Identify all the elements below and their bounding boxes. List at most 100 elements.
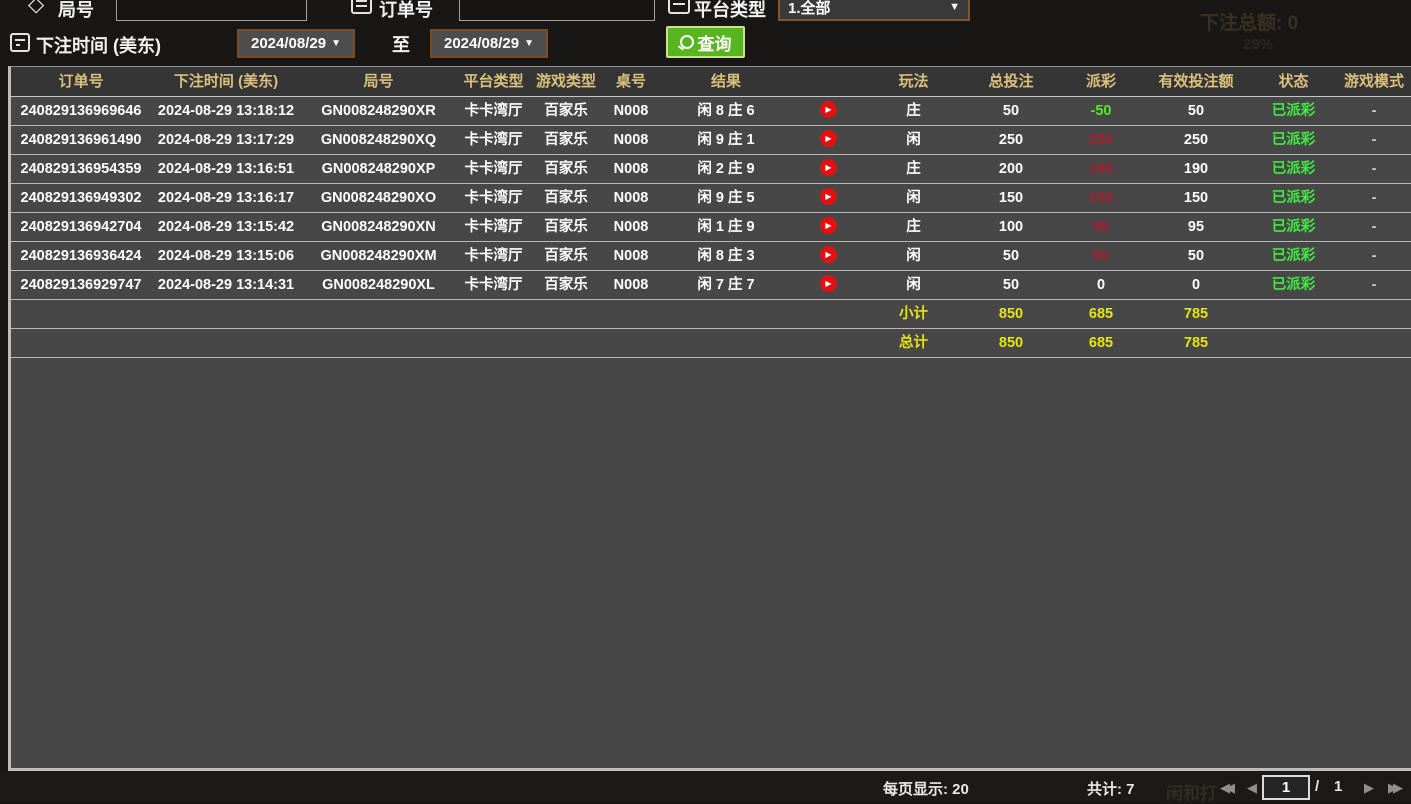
cell: 卡卡湾厅 — [464, 277, 523, 293]
column-header: 游戏类型 — [535, 73, 596, 90]
total-row-cell — [11, 329, 151, 357]
column-header: 平台类型 — [463, 73, 524, 90]
cell: 卡卡湾厅 — [464, 103, 523, 119]
cell: 0 — [1191, 277, 1201, 293]
cell: 150 — [1183, 190, 1209, 206]
prev-page-button[interactable]: ◀ — [1247, 780, 1257, 795]
replay-button[interactable]: ▶ — [820, 275, 837, 293]
cell: 95 — [1187, 219, 1205, 235]
cell: 已派彩 — [1271, 219, 1316, 235]
order-filter-input[interactable] — [459, 0, 655, 21]
cell: 2024-08-29 13:15:06 — [157, 248, 295, 264]
cell: 卡卡湾厅 — [464, 161, 523, 177]
replay-button[interactable]: ▶ — [820, 188, 837, 206]
column-header: 订单号 — [58, 73, 104, 90]
replay-button[interactable]: ▶ — [820, 246, 837, 264]
replay-button[interactable]: ▶ — [820, 217, 837, 235]
cell: 闲 8 庄 3 — [697, 248, 755, 264]
cell: 250 — [1183, 132, 1209, 148]
cell: ▶ — [791, 184, 866, 212]
cell: ▶ — [791, 126, 866, 154]
date-from-picker[interactable]: 2024/08/29 ▼ — [237, 29, 355, 58]
platform-filter-label: 平台类型 — [694, 0, 766, 20]
total-row-cell — [601, 329, 661, 357]
total-row-cell — [661, 329, 791, 357]
subtotal-row-cell — [791, 300, 866, 328]
cell: N008 — [613, 277, 649, 293]
cell: N008 — [613, 161, 649, 177]
cell: 190 — [1183, 161, 1209, 177]
subtotal-row-cell — [11, 300, 151, 328]
cell: ▶ — [791, 242, 866, 270]
table-header-row: 订单号 下注时间 (美东) 局号 平台类型 游戏类型 桌号 结果 玩法 总投注 派彩 有效投注额 状态… — [11, 67, 1411, 97]
cell: 已派彩 — [1271, 277, 1316, 293]
cell: ▶ — [791, 97, 866, 125]
column-header: 局号 — [363, 73, 394, 90]
query-button[interactable]: 查询 — [666, 26, 745, 58]
cell: 50 — [1187, 248, 1205, 264]
cell: 闲 — [906, 277, 921, 293]
subtotal-row-cell — [661, 300, 791, 328]
cell: 50 — [1002, 248, 1020, 264]
cell: N008 — [613, 132, 649, 148]
replay-button[interactable]: ▶ — [820, 159, 837, 177]
cell: - — [1371, 161, 1377, 177]
cell: 0 — [1096, 277, 1106, 293]
cell: 闲 9 庄 5 — [697, 190, 755, 206]
date-from-value: 2024/08/29 — [251, 35, 327, 52]
cell: -50 — [1090, 103, 1112, 119]
last-page-button[interactable]: ▶▶ — [1388, 780, 1403, 795]
column-header: 下注时间 (美东) — [173, 73, 279, 90]
round-filter-input[interactable] — [116, 0, 307, 21]
chevron-down-icon: ▼ — [524, 38, 534, 49]
cell: 庄 — [906, 161, 921, 177]
cell: 95 — [1092, 219, 1110, 235]
page-size-label: 每页显示: 20 — [883, 781, 969, 798]
cell: GN008248290XM — [320, 248, 437, 264]
cell: 卡卡湾厅 — [464, 132, 523, 148]
table-row: 240829136949302 2024-08-29 13:16:17 GN0082… — [11, 184, 1411, 213]
cell: - — [1371, 103, 1377, 119]
date-to-picker[interactable]: 2024/08/29 ▼ — [430, 29, 548, 58]
cell: N008 — [613, 219, 649, 235]
next-page-button[interactable]: ▶ — [1364, 780, 1374, 795]
total-row-cell — [531, 329, 601, 357]
cell: 2024-08-29 13:16:17 — [157, 190, 295, 206]
replay-button[interactable]: ▶ — [820, 130, 837, 148]
cell: 2024-08-29 13:18:12 — [157, 103, 295, 119]
cell: 已派彩 — [1271, 248, 1316, 264]
cell: - — [1371, 248, 1377, 264]
cell: - — [1371, 277, 1377, 293]
subtotal-row-cell — [601, 300, 661, 328]
cell: 百家乐 — [544, 132, 588, 148]
cell: 240829136929747 — [20, 277, 142, 293]
subtotal-row-cell — [1251, 300, 1336, 328]
date-to-label: 至 — [392, 35, 410, 55]
cell: 百家乐 — [544, 219, 588, 235]
cell: 闲 2 庄 9 — [697, 161, 755, 177]
order-filter-label: 订单号 — [379, 0, 433, 20]
first-page-button[interactable]: ◀◀ — [1220, 780, 1235, 795]
chevron-down-icon: ▼ — [949, 1, 960, 13]
results-table: 订单号 下注时间 (美东) 局号 平台类型 游戏类型 桌号 结果 玩法 总投注 派彩 有效投注额 状态… — [8, 66, 1411, 771]
column-header: 游戏模式 — [1343, 73, 1404, 90]
cell: 240829136942704 — [20, 219, 142, 235]
cell: GN008248290XR — [321, 103, 436, 119]
cell: 2024-08-29 13:14:31 — [157, 277, 295, 293]
platform-select[interactable]: 1.全部 ▼ — [778, 0, 970, 21]
list-icon — [351, 0, 372, 14]
page-separator: / — [1315, 778, 1320, 795]
page-number-input[interactable] — [1262, 775, 1310, 800]
bet-time-label: 下注时间 (美东) — [36, 36, 161, 56]
subtotal-row-cell: 小计 — [899, 306, 928, 322]
cell: ▶ — [791, 271, 866, 299]
calendar-icon — [10, 33, 30, 52]
cell: 2024-08-29 13:15:42 — [157, 219, 295, 235]
column-header: 总投注 — [988, 73, 1034, 90]
replay-button[interactable]: ▶ — [820, 101, 837, 119]
search-icon — [679, 35, 694, 49]
cell: 150 — [1088, 190, 1114, 206]
cell: 庄 — [906, 103, 921, 119]
cell: 已派彩 — [1271, 161, 1316, 177]
